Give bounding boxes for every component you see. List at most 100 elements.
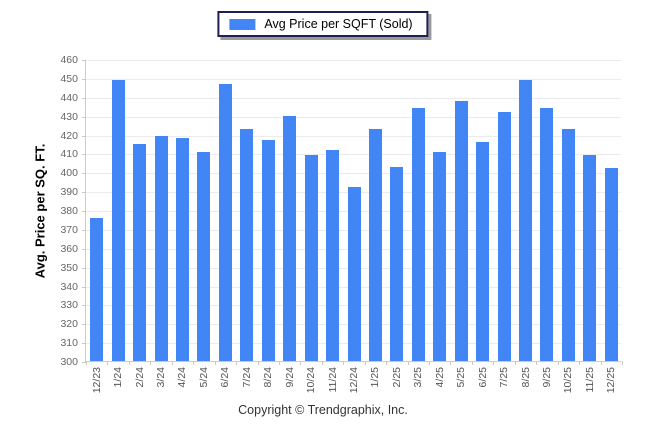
x-tick-label: 12/23 [90,367,103,394]
x-tick [429,361,431,365]
x-tick [386,361,388,365]
bar-10-25 [561,128,575,361]
y-tick-label: 400 [60,167,78,180]
x-tick-label: 5/25 [455,367,468,388]
bar-12-23 [90,217,104,361]
y-tick-label: 380 [60,205,78,217]
y-tick [82,343,86,345]
legend-box: Avg Price per SQFT (Sold) [217,11,429,37]
gridline [86,116,621,118]
y-tick [82,324,86,326]
x-tick [600,361,602,365]
x-tick-label: 11/24 [326,367,339,393]
x-tick-label: 8/25 [519,367,532,388]
bar-12-24 [347,187,361,361]
x-tick [236,361,238,365]
footer-copyright: Copyright © Trendgraphix, Inc. [238,403,408,417]
bar-4-24 [175,138,189,361]
y-tick-label: 310 [60,337,78,350]
y-tick [82,97,86,99]
x-tick [214,361,216,365]
y-tick [82,286,86,288]
y-tick-label: 340 [60,280,78,293]
bar-7-25 [497,111,511,361]
bar-1-25 [368,128,382,361]
x-tick [150,361,152,365]
y-tick [82,362,86,363]
x-tick [193,361,195,365]
x-tick-label: 2/24 [133,367,146,388]
x-tick [278,361,280,365]
bar-3-24 [154,136,168,361]
x-tick [86,361,87,365]
bar-2-24 [133,143,147,361]
x-tick [450,361,452,365]
y-tick [82,305,86,307]
gridline [86,60,621,61]
x-tick-label: 1/24 [112,367,125,388]
y-tick-label: 430 [60,110,78,123]
y-tick-label: 450 [60,72,78,85]
gridline [86,97,621,99]
y-tick [82,211,86,212]
x-tick [343,361,345,365]
x-tick-label: 7/24 [240,367,253,388]
plot-area: 300 310 320 330 340 350 360 370 380 390 400 410 420 4… [60,54,623,393]
bar-10-24 [304,155,318,361]
bar-11-25 [583,155,597,361]
y-tick [82,248,86,250]
x-tick-label: 9/25 [540,367,553,388]
y-tick-label: 360 [60,242,78,255]
x-tick-label: 5/24 [197,367,210,388]
x-tick-label: 1/25 [369,367,382,388]
x-tick [128,361,130,365]
legend-swatch-icon [229,18,256,30]
x-tick [514,361,516,365]
x-tick-label: 3/25 [412,367,425,388]
y-tick-label: 390 [60,186,78,199]
bar-8-25 [519,79,533,361]
x-tick-label: 2/25 [390,367,403,388]
y-tick [82,267,86,269]
bar-1-24 [111,79,125,361]
y-tick-label: 410 [60,148,78,161]
gridline [86,154,621,156]
y-tick [82,78,86,80]
x-tick [257,361,259,365]
gridline [86,78,621,80]
bar-6-25 [476,142,490,361]
bar-11-24 [326,149,340,361]
gridline [86,173,621,175]
x-tick [171,361,173,365]
x-tick [493,361,495,365]
x-tick-label: 11/25 [583,367,596,393]
x-tick-label: 10/24 [305,367,318,394]
y-tick [82,173,86,175]
x-tick [471,361,473,365]
x-tick [622,361,623,365]
bar-12-25 [604,168,618,361]
x-tick-label: 4/25 [433,367,446,388]
y-tick [82,192,86,194]
x-tick [407,361,409,365]
x-tick-label: 7/25 [498,367,511,388]
bar-7-24 [240,128,254,361]
x-tick [300,361,302,365]
bar-6-24 [218,83,232,361]
bar-5-24 [197,151,211,361]
bar-9-24 [283,115,297,361]
x-tick-label: 9/24 [283,367,296,388]
x-tick-label: 8/24 [262,367,275,388]
x-tick-label: 3/24 [155,367,168,388]
x-tick-label: 12/25 [605,367,618,394]
bar-5-25 [454,100,468,361]
x-tick-label: 4/24 [176,367,189,388]
y-tick [82,116,86,118]
x-tick-label: 10/25 [562,367,575,394]
bar-2-25 [390,166,404,361]
y-tick-label: 350 [60,261,78,274]
y-tick [82,154,86,156]
x-tick [536,361,538,365]
x-tick [557,361,559,365]
